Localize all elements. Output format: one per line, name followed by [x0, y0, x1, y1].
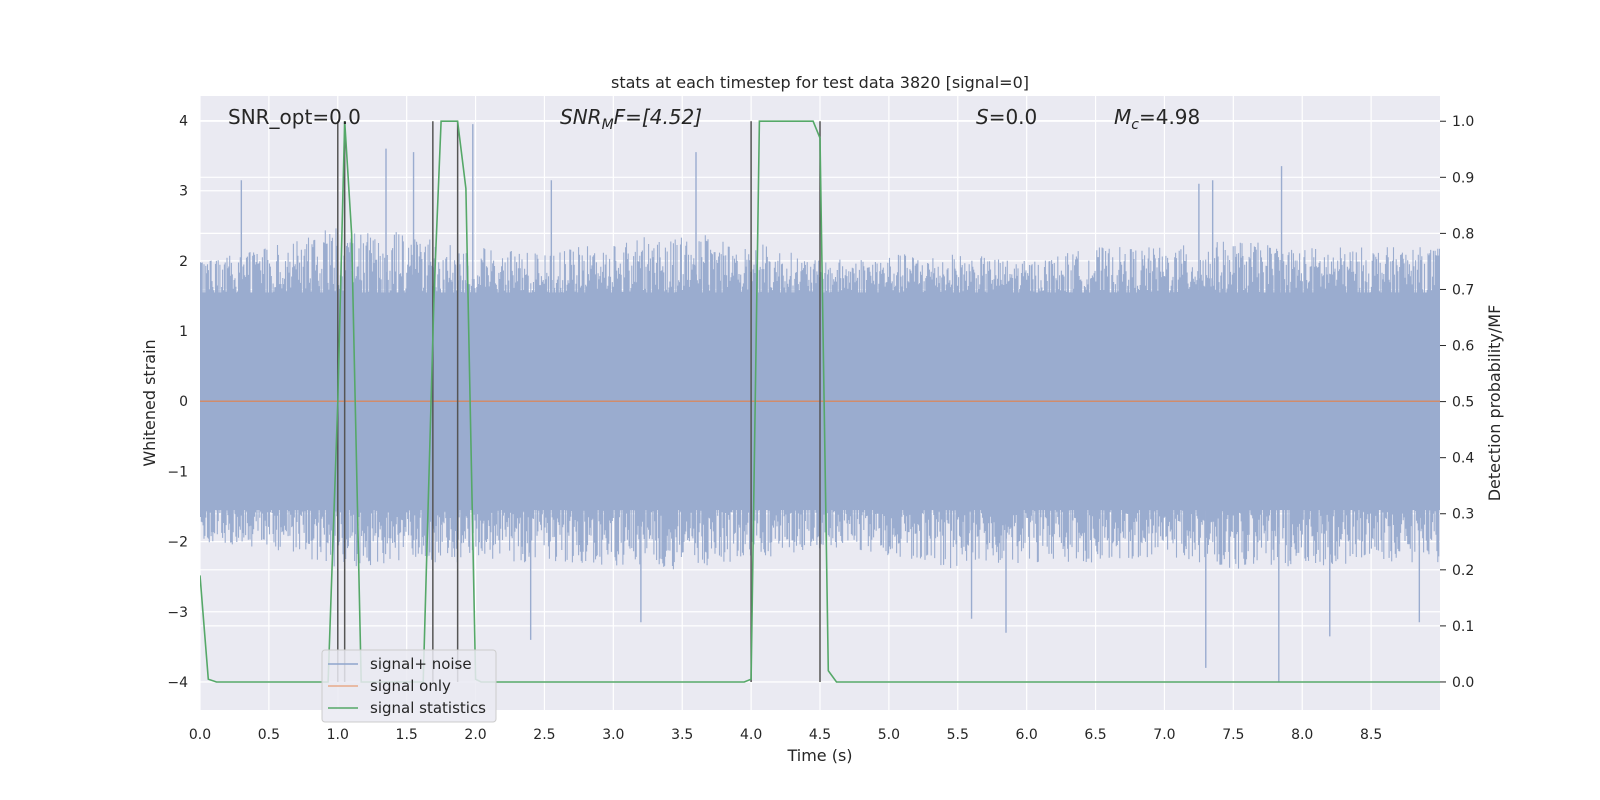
x-tick-label: 3.5 [671, 727, 693, 743]
x-tick-label: 0.5 [258, 727, 280, 743]
x-tick-label: 8.0 [1291, 727, 1313, 743]
x-tick-label: 2.5 [533, 727, 555, 743]
x-tick-label: 8.5 [1360, 727, 1382, 743]
legend-label-signal-only: signal only [370, 677, 451, 695]
y2-axis-ticks: 0.0 0.1 0.2 0.3 0.4 0.5 0.6 0.7 0.8 0.9 1.0 [1440, 114, 1474, 691]
y-tick-label: 4 [179, 114, 188, 130]
y-axis-label: Whitened strain [140, 339, 159, 466]
y2-tick-label: 0.2 [1452, 563, 1474, 579]
x-tick-label: 6.0 [1016, 727, 1038, 743]
x-tick-label: 5.0 [878, 727, 900, 743]
y2-tick-label: 0.7 [1452, 282, 1474, 298]
y2-tick-label: 1.0 [1452, 114, 1474, 130]
x-tick-label: 2.0 [464, 727, 486, 743]
annotation-snr-mf: SNRMF=[4.52] [560, 105, 702, 133]
annotation-s-main: S [976, 105, 989, 129]
x-tick-label: 6.5 [1084, 727, 1106, 743]
chart-title: stats at each timestep for test data 382… [611, 73, 1029, 92]
legend: signal+ noise signal only signal statist… [321, 649, 497, 723]
y2-tick-label: 0.1 [1452, 619, 1474, 635]
annotation-snr-mf-rest: F=[4.52] [614, 105, 702, 129]
y-tick-label: −1 [167, 464, 188, 480]
series-signal-statistics [200, 120, 1440, 683]
annotation-snr-opt: SNR_opt=0.0 [228, 105, 361, 129]
y2-tick-label: 0.9 [1452, 170, 1474, 186]
x-tick-label: 4.0 [740, 727, 762, 743]
annotation-s: S=0.0 [976, 105, 1037, 129]
x-tick-label: 7.0 [1153, 727, 1175, 743]
signal-statistics-line [200, 120, 1440, 683]
y2-axis-label: Detection probability/MF [1485, 305, 1504, 502]
y-axis-ticks: −4 −3 −2 −1 0 1 2 3 4 [167, 114, 188, 691]
annotation-snr-mf-subscript: M [602, 117, 614, 133]
y-tick-label: 1 [179, 324, 188, 340]
y-tick-label: 0 [179, 394, 188, 410]
y2-tick-label: 0.5 [1452, 395, 1474, 411]
x-tick-label: 5.5 [947, 727, 969, 743]
legend-box [321, 649, 497, 723]
annotation-mc-main: M [1114, 105, 1131, 129]
y-tick-label: −2 [167, 535, 188, 551]
y2-tick-label: 0.3 [1452, 507, 1474, 523]
x-tick-label: 3.0 [602, 727, 624, 743]
y-tick-label: −3 [167, 605, 188, 621]
annotation-mc: Mc=4.98 [1114, 105, 1200, 133]
x-tick-label: 0.0 [189, 727, 211, 743]
annotations: SNR_opt=0.0 SNRMF=[4.52] S=0.0 Mc=4.98 [228, 105, 1200, 133]
y2-tick-label: 0.4 [1452, 451, 1474, 467]
x-axis-ticks: 0.0 0.5 1.0 1.5 2.0 2.5 3.0 3.5 4.0 4.5 5.0 5.5 6.0 6… [189, 727, 1382, 743]
annotation-snr-mf-main: SNR [560, 105, 602, 129]
y2-tick-label: 0.6 [1452, 339, 1474, 355]
y-tick-label: −4 [167, 675, 188, 691]
legend-label-signal-noise: signal+ noise [370, 655, 472, 673]
annotation-mc-rest: =4.98 [1139, 105, 1200, 129]
y2-tick-label: 0.0 [1452, 675, 1474, 691]
y-tick-label: 2 [179, 254, 188, 270]
y-tick-label: 3 [179, 184, 188, 200]
x-tick-label: 1.5 [396, 727, 418, 743]
legend-label-signal-statistics: signal statistics [370, 699, 486, 717]
vertical-markers [337, 121, 821, 682]
x-tick-label: 4.5 [809, 727, 831, 743]
x-tick-label: 7.5 [1222, 727, 1244, 743]
x-tick-label: 1.0 [327, 727, 349, 743]
annotation-s-rest: =0.0 [989, 105, 1038, 129]
x-axis-label: Time (s) [786, 746, 852, 765]
y2-tick-label: 0.8 [1452, 226, 1474, 242]
annotation-mc-subscript: c [1131, 117, 1139, 133]
